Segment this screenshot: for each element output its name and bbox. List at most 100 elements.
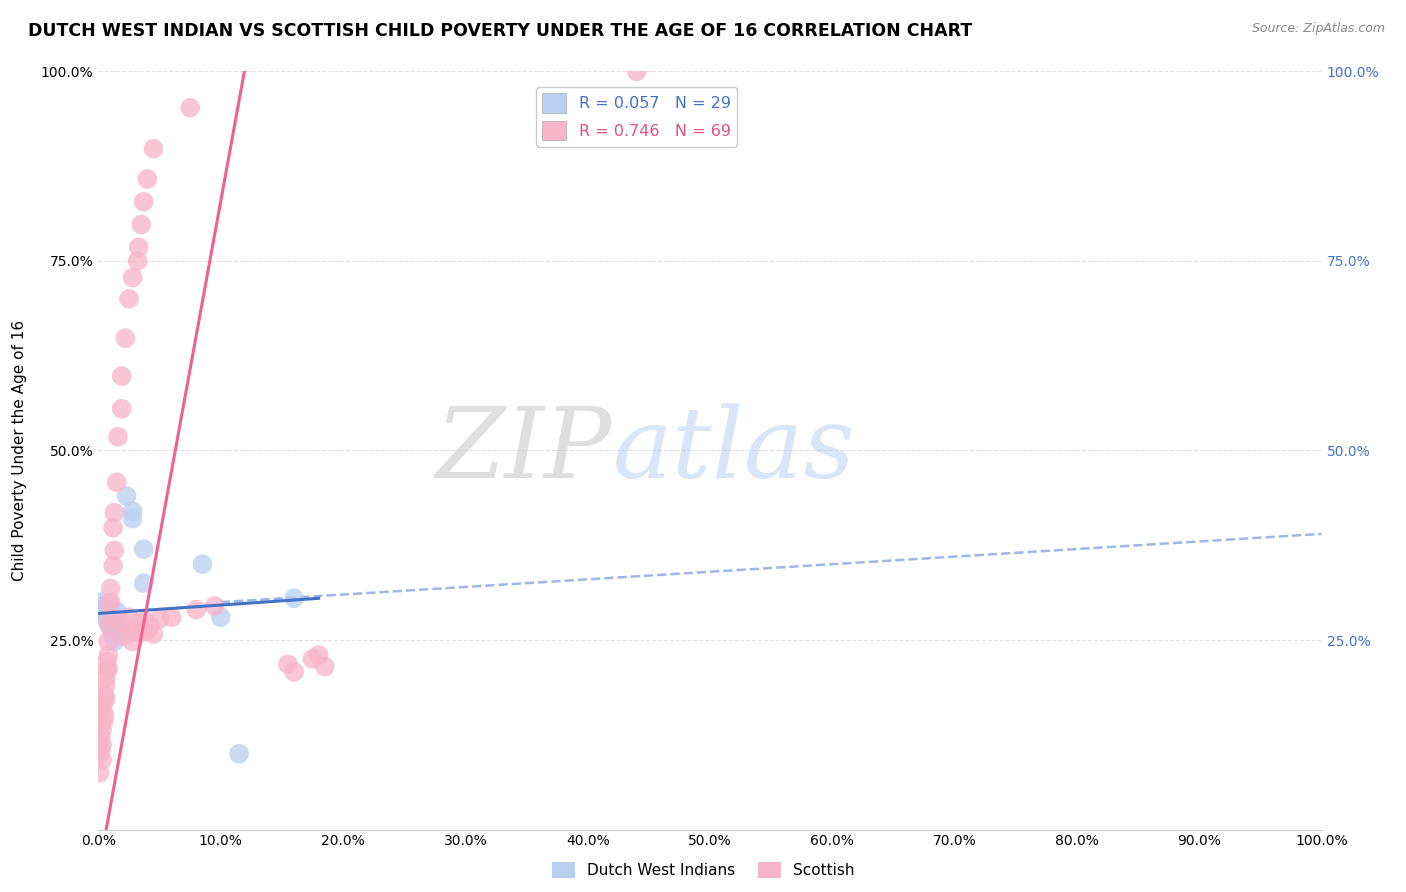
Point: [98, 612, 121, 626]
Point: [107, 430, 129, 444]
Point: [209, 610, 232, 624]
Point: [91, 705, 114, 719]
Point: [94, 678, 117, 692]
Point: [101, 616, 124, 631]
Point: [139, 619, 162, 633]
Point: [98, 597, 121, 611]
Point: [93, 599, 115, 613]
Legend: Dutch West Indians, Scottish: Dutch West Indians, Scottish: [546, 856, 860, 884]
Point: [191, 557, 214, 572]
Point: [90, 743, 112, 757]
Point: [105, 604, 128, 618]
Point: [115, 489, 138, 503]
Point: [91, 714, 114, 729]
Point: [129, 218, 152, 232]
Y-axis label: Child Poverty Under the Age of 16: Child Poverty Under the Age of 16: [13, 320, 27, 581]
Point: [96, 607, 118, 621]
Point: [179, 101, 201, 115]
Point: [103, 543, 125, 558]
Point: [91, 753, 114, 767]
Point: [93, 603, 115, 617]
Point: [97, 614, 120, 628]
Point: [97, 616, 120, 631]
Point: [100, 610, 122, 624]
Point: [105, 475, 128, 490]
Point: [96, 654, 118, 668]
Point: [127, 253, 149, 268]
Point: [98, 619, 121, 633]
Point: [94, 692, 117, 706]
Point: [103, 634, 125, 648]
Point: [142, 142, 165, 156]
Point: [121, 625, 143, 640]
Point: [103, 622, 125, 636]
Point: [160, 610, 183, 624]
Point: [111, 629, 134, 643]
Point: [103, 506, 125, 520]
Point: [91, 595, 114, 609]
Point: [283, 665, 305, 679]
Point: [314, 659, 336, 673]
Point: [93, 688, 115, 702]
Point: [142, 627, 165, 641]
Point: [132, 576, 155, 591]
Point: [111, 401, 134, 416]
Point: [301, 652, 323, 666]
Point: [96, 610, 118, 624]
Point: [128, 240, 150, 254]
Point: [100, 595, 122, 609]
Point: [97, 662, 120, 676]
Point: [103, 629, 125, 643]
Point: [101, 521, 124, 535]
Point: [91, 738, 114, 752]
Point: [204, 599, 226, 613]
Point: [108, 624, 131, 638]
Point: [121, 634, 143, 648]
Point: [308, 648, 330, 662]
Point: [149, 612, 172, 626]
Point: [100, 599, 122, 613]
Text: ZIP: ZIP: [436, 403, 612, 498]
Point: [118, 610, 141, 624]
Point: [94, 671, 117, 685]
Point: [129, 625, 152, 640]
Point: [121, 504, 143, 518]
Point: [111, 616, 134, 631]
Text: atlas: atlas: [612, 403, 855, 498]
Point: [101, 627, 124, 641]
Point: [89, 765, 111, 780]
Point: [228, 747, 250, 761]
Point: [118, 292, 141, 306]
Point: [96, 664, 118, 678]
Point: [277, 657, 299, 672]
Point: [98, 607, 121, 621]
Point: [89, 747, 111, 761]
Legend: R = 0.057   N = 29, R = 0.746   N = 69: R = 0.057 N = 29, R = 0.746 N = 69: [536, 87, 737, 146]
Point: [134, 614, 156, 628]
Point: [111, 369, 134, 384]
Point: [136, 172, 159, 186]
Point: [132, 194, 155, 209]
Point: [105, 617, 128, 632]
Point: [127, 616, 149, 631]
Point: [91, 695, 114, 709]
Point: [186, 603, 208, 617]
Point: [136, 624, 159, 638]
Point: [121, 270, 143, 285]
Point: [93, 708, 115, 723]
Text: Source: ZipAtlas.com: Source: ZipAtlas.com: [1251, 22, 1385, 36]
Point: [90, 730, 112, 744]
Text: DUTCH WEST INDIAN VS SCOTTISH CHILD POVERTY UNDER THE AGE OF 16 CORRELATION CHAR: DUTCH WEST INDIAN VS SCOTTISH CHILD POVE…: [28, 22, 973, 40]
Point: [283, 591, 305, 606]
Point: [97, 648, 120, 662]
Point: [97, 634, 120, 648]
Point: [132, 542, 155, 557]
Point: [101, 558, 124, 573]
Point: [626, 64, 648, 78]
Point: [90, 716, 112, 731]
Point: [101, 610, 124, 624]
Point: [114, 331, 136, 345]
Point: [89, 728, 111, 742]
Point: [121, 512, 143, 526]
Point: [91, 723, 114, 737]
